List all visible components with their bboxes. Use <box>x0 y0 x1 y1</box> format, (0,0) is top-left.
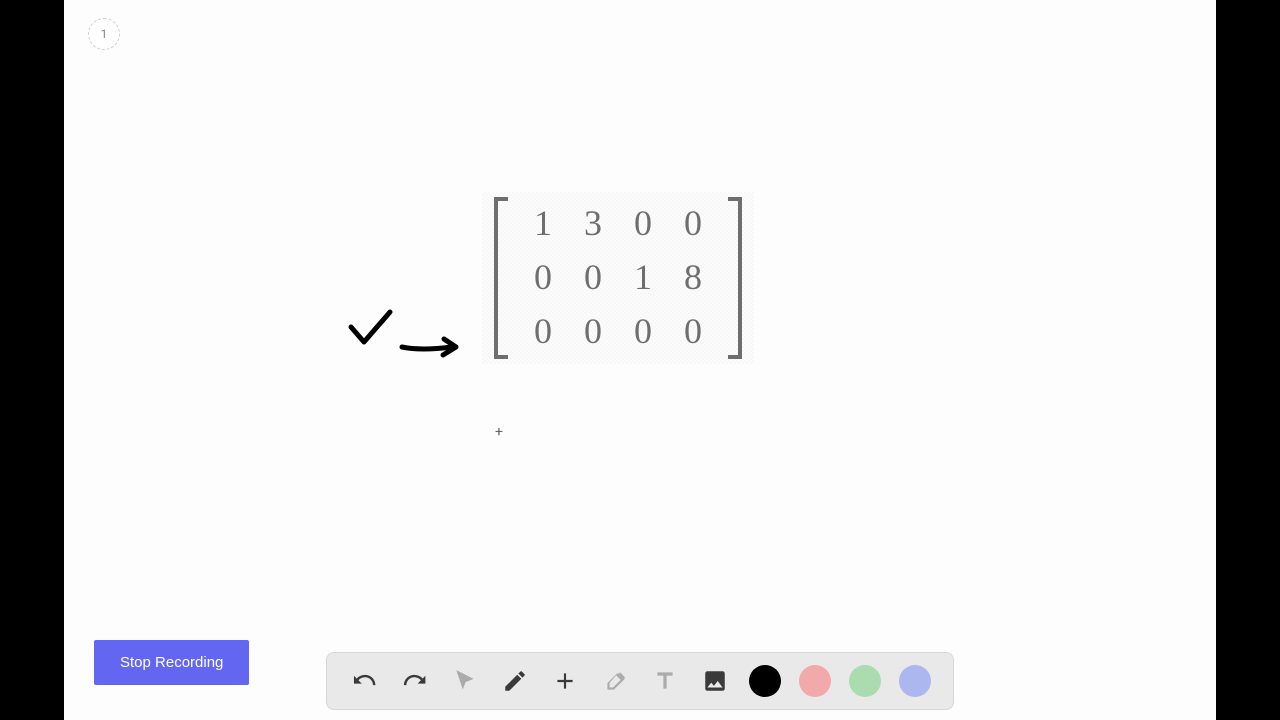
undo-button[interactable] <box>349 665 381 697</box>
bracket-right <box>728 197 742 359</box>
swatch-black[interactable] <box>749 665 781 697</box>
arrow-head <box>443 339 456 355</box>
eraser-tool-button[interactable] <box>599 665 631 697</box>
text-tool-button[interactable] <box>649 665 681 697</box>
pointer-tool-button[interactable] <box>449 665 481 697</box>
matrix-cell: 0 <box>684 196 702 252</box>
stop-recording-label: Stop Recording <box>120 654 223 671</box>
matrix-cell: 1 <box>534 196 552 252</box>
matrix-cell: 3 <box>584 196 602 252</box>
image-icon <box>702 668 728 694</box>
page-number-badge: 1 <box>88 18 120 50</box>
pointer-icon <box>452 668 478 694</box>
matrix-cell: 0 <box>584 250 602 306</box>
toolbar <box>326 652 954 710</box>
swatch-green[interactable] <box>849 665 881 697</box>
letterbox-left <box>0 0 64 720</box>
matrix-cell: 1 <box>634 250 652 306</box>
undo-icon <box>352 668 378 694</box>
plus-icon <box>552 668 578 694</box>
redo-button[interactable] <box>399 665 431 697</box>
swatch-blue[interactable] <box>899 665 931 697</box>
add-tool-button[interactable] <box>549 665 581 697</box>
whiteboard-stage[interactable]: 1 1 3 0 0 0 0 1 8 0 0 0 0 <box>64 0 1216 720</box>
crosshair-cursor: + <box>495 424 503 440</box>
matrix-cell: 0 <box>684 304 702 360</box>
pen-icon <box>502 668 528 694</box>
letterbox-right <box>1216 0 1280 720</box>
matrix-cell: 0 <box>534 250 552 306</box>
checkmark-stroke <box>351 312 390 342</box>
matrix-cell: 0 <box>634 304 652 360</box>
stop-recording-button[interactable]: Stop Recording <box>94 640 249 685</box>
pen-tool-button[interactable] <box>499 665 531 697</box>
swatch-red[interactable] <box>799 665 831 697</box>
eraser-icon <box>602 668 628 694</box>
matrix: 1 3 0 0 0 0 1 8 0 0 0 0 <box>494 197 742 359</box>
arrow-stroke <box>402 347 452 349</box>
matrix-cell: 0 <box>534 304 552 360</box>
matrix-cell: 0 <box>634 196 652 252</box>
page-number: 1 <box>101 27 108 41</box>
text-icon <box>652 668 678 694</box>
matrix-grid: 1 3 0 0 0 0 1 8 0 0 0 0 <box>508 197 728 359</box>
redo-icon <box>402 668 428 694</box>
matrix-cell: 8 <box>684 250 702 306</box>
bracket-left <box>494 197 508 359</box>
image-tool-button[interactable] <box>699 665 731 697</box>
matrix-cell: 0 <box>584 304 602 360</box>
matrix-container[interactable]: 1 3 0 0 0 0 1 8 0 0 0 0 <box>482 192 754 364</box>
